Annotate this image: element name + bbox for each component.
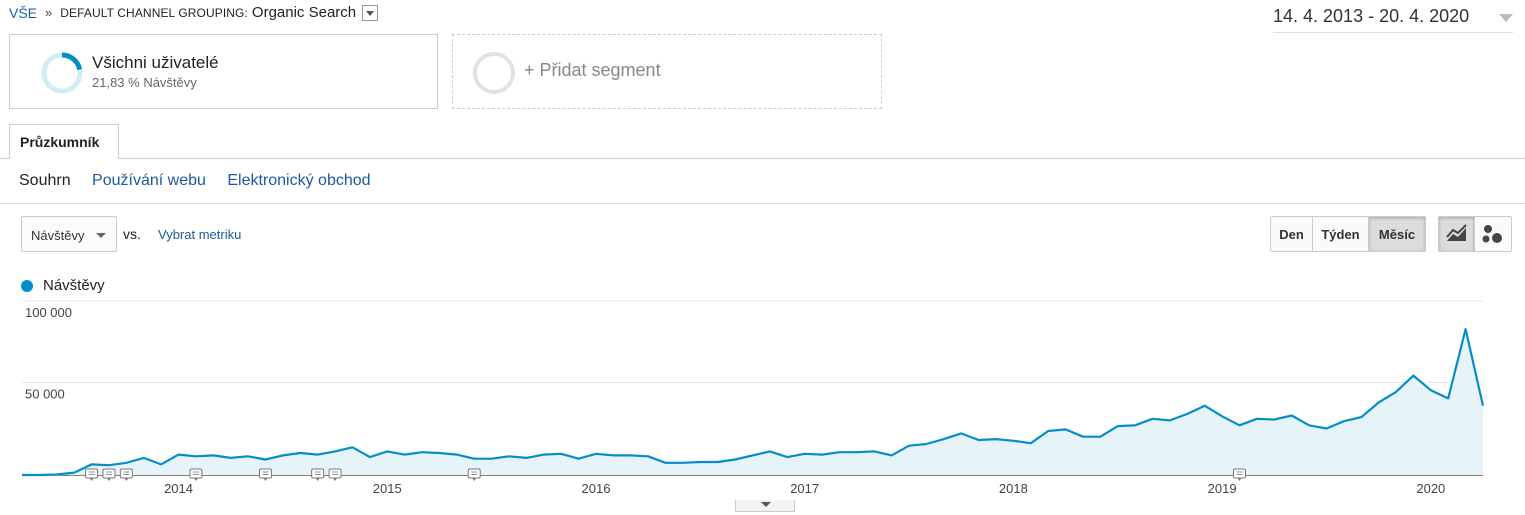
segment-card-all-users[interactable]: Všichni uživatelé 21,83 % Návštěvy (9, 34, 438, 109)
add-segment-label: + Přidat segment (524, 60, 661, 80)
annotation-marker-icon (1233, 468, 1246, 481)
metric-select-label: Návštěvy (31, 228, 85, 243)
annotation-pointer (89, 478, 94, 481)
subnav: Souhrn Používání webu Elektronický obcho… (19, 172, 388, 190)
annotation-bubble (467, 468, 481, 479)
segment-subtitle: 21,83 % Návštěvy (92, 75, 197, 90)
annotation-pointer (124, 478, 129, 481)
annotation-bubble (85, 468, 99, 479)
date-range-label: 14. 4. 2013 - 20. 4. 2020 (1273, 6, 1470, 26)
line-chart-view-button[interactable] (1439, 217, 1475, 251)
dimension-dropdown-icon[interactable] (362, 4, 379, 21)
annotation-marker-icon (467, 468, 481, 481)
period-toggle-group: Den Týden Měsíc (1270, 216, 1426, 252)
legend-dot-icon (21, 279, 33, 292)
annotation-marker-icon (328, 468, 342, 481)
breadcrumb-root-link[interactable]: VŠE (9, 4, 38, 21)
annotation-marker-icon (259, 468, 272, 481)
subnav-divider (0, 203, 1525, 204)
chevron-down-icon (96, 233, 106, 238)
x-tick-label: 2019 (1208, 481, 1237, 496)
vs-label: vs. (123, 226, 141, 242)
y-tick-label: 50 000 (25, 387, 65, 402)
annotation-pointer (106, 478, 111, 481)
x-tick-label: 2017 (790, 481, 819, 496)
line-chart-icon (1446, 224, 1467, 241)
annotation-pointer (193, 478, 198, 481)
breadcrumb-dimension: DEFAULT CHANNEL GROUPING: (60, 5, 248, 20)
subnav-site-usage[interactable]: Používání webu (92, 172, 206, 189)
chevron-down-icon (1499, 14, 1513, 22)
sessions-line-chart: 100 000 50 000 2014 2015 2016 2017 2018 2019 202… (22, 300, 1485, 496)
x-tick-label: 2020 (1416, 481, 1445, 496)
breadcrumb: VŠE » DEFAULT CHANNEL GROUPING: Organic … (9, 4, 379, 21)
tab-divider (0, 158, 1525, 159)
x-tick-label: 2016 (582, 481, 611, 496)
annotation-pointer (333, 478, 338, 481)
annotation-bubble (1233, 468, 1246, 479)
annotation-pointer (315, 478, 320, 481)
chart-view-toggle-group (1438, 216, 1512, 252)
annotation-bubble (102, 468, 116, 479)
y-tick-label: 100 000 (25, 305, 72, 320)
annotation-bubble (189, 468, 203, 479)
choose-metric-link[interactable]: Vybrat metriku (158, 227, 242, 242)
subnav-summary[interactable]: Souhrn (19, 172, 71, 189)
annotation-bubble (328, 468, 342, 479)
motion-chart-view-button[interactable] (1475, 217, 1511, 251)
period-day-button[interactable]: Den (1271, 217, 1313, 251)
annotation-pointer (1237, 478, 1242, 481)
empty-segment-circle-icon (473, 52, 515, 94)
annotation-marker-icon (85, 468, 99, 481)
breadcrumb-value: Organic Search (251, 4, 357, 21)
series-area (22, 329, 1483, 475)
tab-explorer[interactable]: Průzkumník (9, 124, 119, 159)
add-segment-button[interactable]: + Přidat segment (452, 34, 882, 109)
annotation-marker-icon (189, 468, 203, 481)
period-month-button[interactable]: Měsíc (1369, 217, 1425, 251)
chart-expand-handle[interactable] (735, 500, 795, 512)
segment-title: Všichni uživatelé (92, 53, 219, 72)
chart-legend: Návštěvy (21, 277, 105, 294)
annotation-bubble (311, 468, 325, 479)
annotation-bubble (259, 468, 272, 479)
legend-label: Návštěvy (43, 277, 105, 294)
period-week-button[interactable]: Týden (1313, 217, 1369, 251)
annotation-marker-icon (311, 468, 325, 481)
subnav-ecommerce[interactable]: Elektronický obchod (227, 172, 371, 189)
annotation-bubble (119, 468, 133, 479)
annotation-marker-icon (119, 468, 133, 481)
motion-chart-icon (1482, 225, 1502, 243)
annotation-marker-icon (102, 468, 116, 481)
x-tick-label: 2015 (373, 481, 402, 496)
x-tick-label: 2014 (164, 481, 193, 496)
annotation-pointer (263, 478, 268, 481)
breadcrumb-separator: » (45, 5, 53, 20)
metric-select[interactable]: Návštěvy (21, 216, 117, 252)
segment-donut-icon (41, 52, 83, 94)
series-line (22, 328, 1485, 477)
x-tick-label: 2018 (999, 481, 1028, 496)
annotation-pointer (472, 478, 477, 481)
date-range-picker[interactable]: 14. 4. 2013 - 20. 4. 2020 (1273, 6, 1513, 33)
